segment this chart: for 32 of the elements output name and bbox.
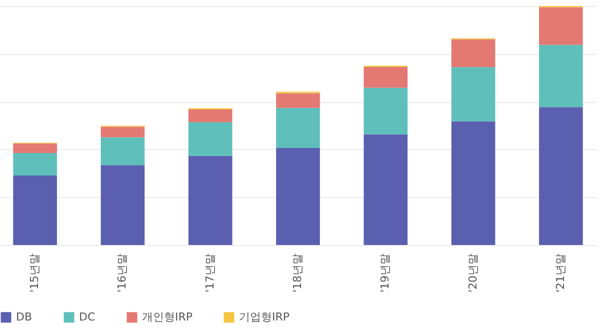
bar	[13, 152, 57, 176]
bar	[276, 148, 320, 245]
bar	[100, 126, 145, 138]
bar	[276, 93, 320, 108]
bar	[451, 67, 496, 122]
bar	[451, 39, 496, 68]
legend-label: 기업형IRP	[239, 310, 290, 324]
bar	[364, 66, 408, 88]
x-tick-label: '17년말	[203, 254, 216, 293]
x-tick-label: '21년말	[554, 254, 567, 293]
bar	[276, 108, 320, 148]
bar	[539, 44, 583, 108]
bar	[539, 7, 583, 45]
bar	[451, 121, 496, 245]
legend-label: DB	[16, 310, 32, 324]
bar	[188, 109, 232, 122]
bar	[188, 122, 232, 156]
x-tick-label: '16년말	[116, 254, 129, 293]
x-tick-label: '20년말	[466, 254, 480, 293]
bar	[539, 107, 583, 245]
legend-label: 개인형IRP	[142, 310, 193, 324]
bar	[13, 143, 57, 153]
x-tick-label: '15년말	[28, 254, 42, 293]
bar	[364, 134, 408, 245]
bar	[364, 88, 408, 134]
bar	[100, 137, 145, 166]
x-tick-label: '18년말	[291, 254, 304, 293]
x-tick-label: '19년말	[378, 254, 392, 293]
bar	[13, 175, 57, 245]
bar	[100, 165, 145, 245]
bar	[188, 156, 232, 245]
legend-label: DC	[79, 310, 96, 324]
